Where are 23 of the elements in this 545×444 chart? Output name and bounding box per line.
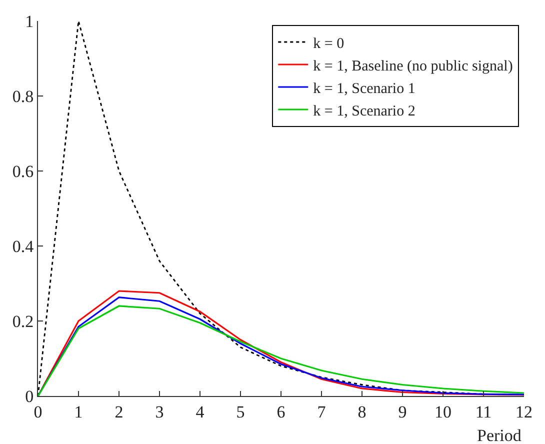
- y-tick-label: 0.2: [12, 312, 34, 331]
- y-tick-label: 0: [25, 386, 34, 406]
- x-tick-label: 9: [398, 402, 407, 422]
- x-tick-label: 2: [114, 402, 124, 422]
- y-tick-label: 0.6: [12, 162, 34, 181]
- legend-label: k = 1, Baseline (no public signal): [313, 58, 513, 74]
- x-tick-label: 12: [516, 402, 532, 422]
- legend-label: k = 1, Scenario 2: [313, 103, 416, 120]
- x-axis-title: Period: [477, 426, 522, 444]
- x-tick-label: 4: [196, 402, 205, 422]
- legend-label: k = 1, Scenario 1: [313, 80, 416, 97]
- x-tick-label: 10: [434, 402, 452, 422]
- y-tick-label: 1: [25, 12, 34, 31]
- x-tick-label: 11: [475, 402, 492, 422]
- x-tick-label: 8: [358, 402, 366, 422]
- x-tick-label: 6: [276, 402, 286, 422]
- x-tick-label: 5: [236, 402, 245, 422]
- x-tick-label: 7: [317, 402, 326, 422]
- x-tick-label: 3: [155, 402, 164, 422]
- legend-label: k = 0: [313, 36, 344, 52]
- y-tick-label: 0.4: [12, 236, 34, 256]
- x-tick-label: 1: [74, 402, 83, 422]
- y-tick-label: 0.8: [12, 86, 34, 106]
